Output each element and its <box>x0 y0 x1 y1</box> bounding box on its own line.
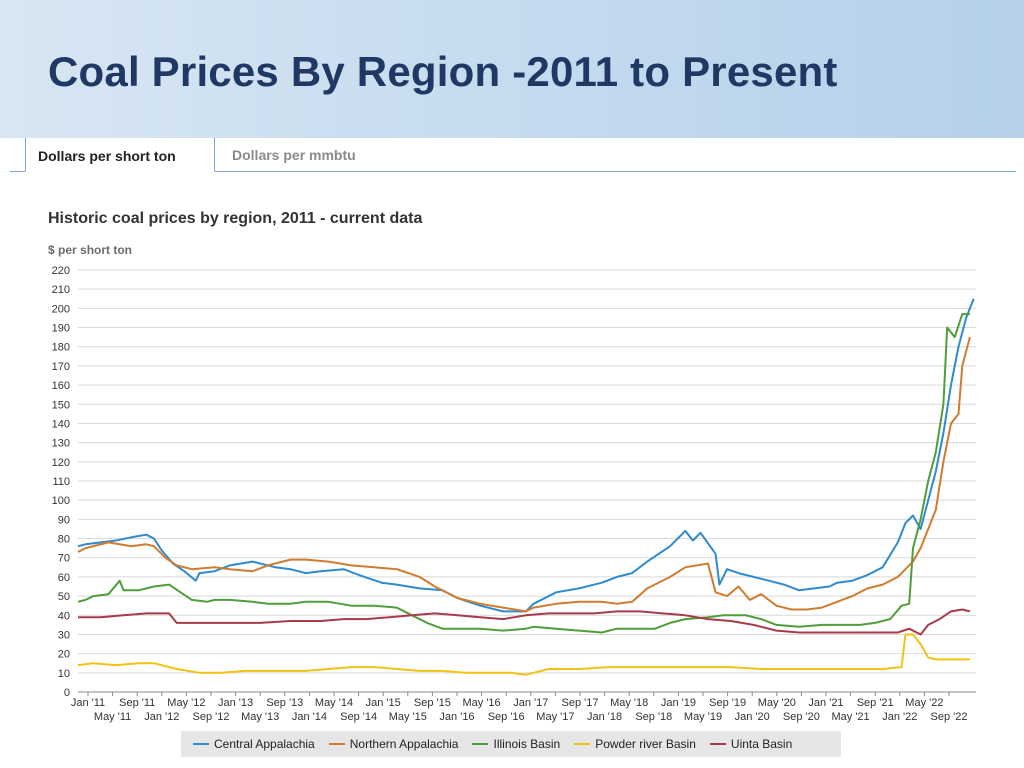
x-tick-label: Jan '16 <box>439 711 474 723</box>
x-tick-label: Jan '12 <box>144 711 179 723</box>
legend-item[interactable]: Illinois Basin <box>472 737 560 751</box>
line-chart: 0 10 20 30 40 50 60 70 80 90 100 110 120 130 140 150 160… <box>52 265 976 723</box>
x-tick-label: Jan '21 <box>808 697 843 709</box>
x-tick-label: Sep '12 <box>193 711 230 723</box>
x-tick-label: May '11 <box>94 711 131 723</box>
y-tick-label: 60 <box>58 572 70 584</box>
series-line-uinta-basin <box>78 608 971 636</box>
x-tick-label: Sep '22 <box>931 711 968 723</box>
legend-label: Uinta Basin <box>730 737 793 751</box>
y-tick-label: 90 <box>58 514 70 526</box>
tab-dollars-per-short-ton[interactable]: Dollars per short ton <box>25 138 215 172</box>
y-tick-label: 120 <box>52 457 70 469</box>
series-line-central-appalachia <box>77 298 975 613</box>
unit-tabs: Dollars per short ton Dollars per mmbtu <box>10 138 1016 172</box>
legend-swatch <box>472 743 489 745</box>
x-tick-label: May '21 <box>832 711 870 723</box>
legend-label: Illinois Basin <box>493 737 561 751</box>
legend-item[interactable]: Powder river Basin <box>574 737 696 751</box>
legend-label: Central Appalachia <box>214 737 315 751</box>
title-banner: Coal Prices By Region -2011 to Present <box>0 0 1024 138</box>
y-tick-label: 0 <box>64 687 70 699</box>
x-tick-label: Sep '19 <box>709 697 746 709</box>
chart-title: Historic coal prices by region, 2011 - c… <box>48 210 423 227</box>
x-tick-label: Jan '20 <box>735 711 770 723</box>
legend-item[interactable]: Uinta Basin <box>709 737 793 751</box>
legend-item[interactable]: Central Appalachia <box>193 737 315 751</box>
x-tick-label: May '15 <box>389 711 427 723</box>
x-tick-label: Jan '18 <box>587 711 622 723</box>
legend-label: Northern Appalachia <box>349 737 459 751</box>
y-tick-label: 100 <box>52 495 70 507</box>
x-tick-label: May '16 <box>463 697 501 709</box>
y-tick-label: 20 <box>58 649 70 661</box>
y-tick-label: 140 <box>52 418 70 430</box>
legend-swatch <box>574 743 591 745</box>
x-tick-label: Sep '11 <box>119 697 155 709</box>
x-tick-label: May '19 <box>684 711 722 723</box>
x-tick-label: Sep '20 <box>783 711 820 723</box>
x-tick-label: Jan '14 <box>292 711 327 723</box>
x-tick-label: Jan '15 <box>366 697 401 709</box>
x-tick-label: May '22 <box>905 697 943 709</box>
x-tick-label: Sep '18 <box>635 711 672 723</box>
x-tick-label: May '14 <box>315 697 353 709</box>
y-tick-label: 30 <box>58 629 70 641</box>
tab-dollars-per-mmbtu[interactable]: Dollars per mmbtu <box>232 147 356 163</box>
legend-swatch <box>193 743 209 745</box>
y-tick-label: 190 <box>52 323 70 335</box>
series-line-illinois-basin <box>77 313 970 634</box>
x-tick-label: Sep '16 <box>488 711 525 723</box>
y-tick-label: 40 <box>58 610 70 622</box>
x-tick-label: Sep '15 <box>414 697 451 709</box>
series-line-powder-river-basin <box>77 633 970 676</box>
y-tick-label: 180 <box>52 342 70 354</box>
page-title: Coal Prices By Region -2011 to Present <box>48 48 838 95</box>
series-line-northern-appalachia <box>77 336 971 613</box>
x-tick-label: May '20 <box>758 697 796 709</box>
y-tick-label: 130 <box>52 438 70 450</box>
legend-label: Powder river Basin <box>595 737 696 751</box>
x-tick-label: May '13 <box>241 711 279 723</box>
legend-swatch <box>709 743 726 745</box>
chart-legend: Central Appalachia Northern Appalachia Ill… <box>181 731 841 757</box>
x-tick-label: Sep '13 <box>266 697 303 709</box>
x-tick-label: Sep '14 <box>340 711 377 723</box>
x-tick-label: Jan '17 <box>513 697 548 709</box>
y-tick-label: 110 <box>52 476 70 488</box>
x-tick-label: Jan '13 <box>218 697 253 709</box>
y-tick-label: 70 <box>58 553 70 565</box>
x-tick-label: May '12 <box>167 697 205 709</box>
x-tick-label: Jan '11 <box>71 697 105 709</box>
x-tick-label: Sep '21 <box>857 697 894 709</box>
legend-item[interactable]: Northern Appalachia <box>328 737 459 751</box>
y-tick-label: 170 <box>52 361 70 373</box>
y-axis-label: $ per short ton <box>48 243 133 257</box>
x-tick-label: May '17 <box>536 711 574 723</box>
legend-swatch <box>328 743 345 745</box>
x-tick-label: Sep '17 <box>562 697 599 709</box>
y-tick-label: 10 <box>58 668 70 680</box>
y-tick-label: 50 <box>58 591 70 603</box>
y-tick-label: 80 <box>58 534 70 546</box>
y-tick-label: 220 <box>52 265 70 277</box>
x-tick-label: May '18 <box>610 697 648 709</box>
y-tick-label: 150 <box>52 399 70 411</box>
x-tick-label: Jan '19 <box>661 697 696 709</box>
y-tick-label: 200 <box>52 303 70 315</box>
y-tick-label: 210 <box>52 284 70 296</box>
y-tick-label: 160 <box>52 380 70 392</box>
x-tick-label: Jan '22 <box>882 711 917 723</box>
